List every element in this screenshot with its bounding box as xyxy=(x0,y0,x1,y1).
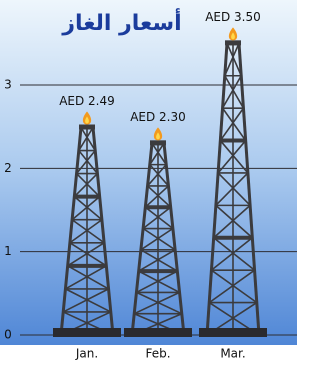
crown xyxy=(150,140,166,145)
platform xyxy=(53,328,121,337)
platform xyxy=(199,328,267,337)
y-tick-label: 2 xyxy=(4,161,12,175)
y-tick-label: 0 xyxy=(4,328,12,342)
x-tick-label: Jan. xyxy=(75,347,98,361)
chart-title: أسعار الغاز xyxy=(61,7,181,36)
platform xyxy=(124,328,192,337)
x-tick-label: Feb. xyxy=(145,347,170,361)
x-tick-label: Mar. xyxy=(220,347,245,361)
value-label: AED 3.50 xyxy=(205,10,261,24)
value-label: AED 2.30 xyxy=(130,110,186,124)
value-label: AED 2.49 xyxy=(59,94,115,108)
crown xyxy=(225,40,241,45)
chart: أسعار الغاز 0 1 2 3 Jan. AED 2.49 Feb. AED 2.30… xyxy=(0,0,297,368)
y-tick-label: 1 xyxy=(4,244,12,258)
crown xyxy=(79,125,95,130)
y-tick-label: 3 xyxy=(4,78,12,92)
